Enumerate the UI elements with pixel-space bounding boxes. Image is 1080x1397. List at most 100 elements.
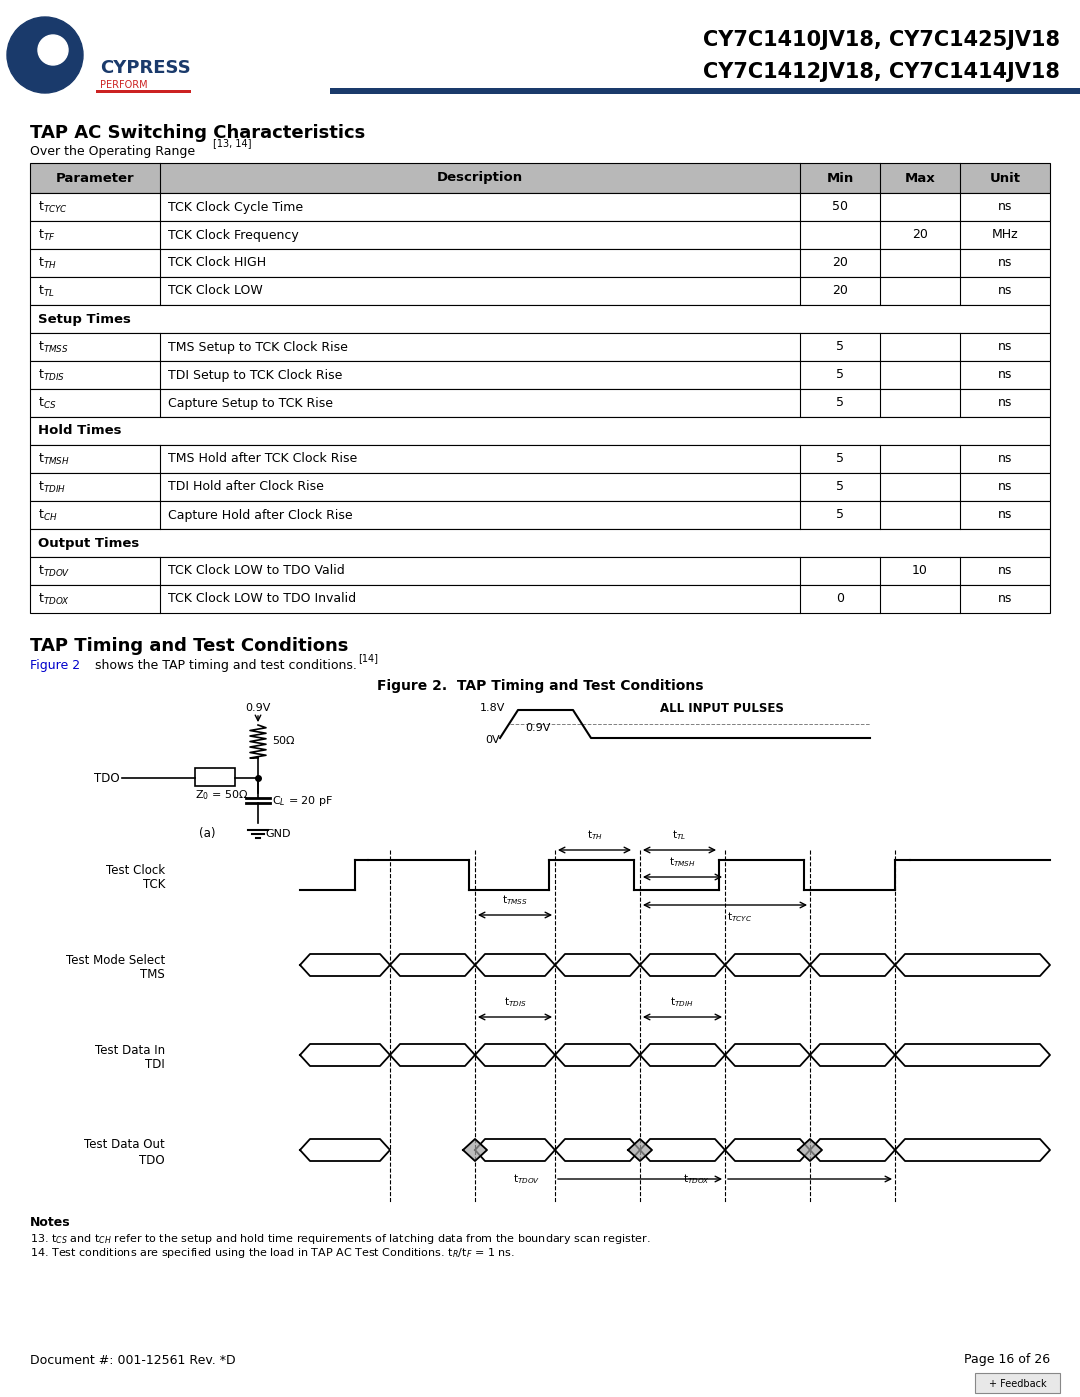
Bar bbox=[30, 193, 1050, 221]
Text: t$_{TDIH}$: t$_{TDIH}$ bbox=[38, 479, 66, 495]
Text: ns: ns bbox=[998, 509, 1012, 521]
Text: t$_{TMSS}$: t$_{TMSS}$ bbox=[502, 893, 528, 907]
Text: Over the Operating Range: Over the Operating Range bbox=[30, 144, 199, 158]
Text: TAP Timing and Test Conditions: TAP Timing and Test Conditions bbox=[30, 637, 349, 655]
Text: CYPRESS: CYPRESS bbox=[100, 59, 191, 77]
Text: t$_{TDOX}$: t$_{TDOX}$ bbox=[38, 591, 70, 606]
Text: t$_{TDOV}$: t$_{TDOV}$ bbox=[38, 563, 70, 578]
Bar bbox=[30, 474, 1050, 502]
Text: t$_{CH}$: t$_{CH}$ bbox=[38, 507, 57, 522]
Text: 1.8V: 1.8V bbox=[480, 703, 505, 712]
Text: t$_{TDOX}$: t$_{TDOX}$ bbox=[683, 1172, 710, 1186]
Text: [14]: [14] bbox=[357, 652, 378, 664]
Text: t$_{TMSH}$: t$_{TMSH}$ bbox=[38, 451, 70, 467]
Bar bbox=[30, 416, 1050, 446]
Text: t$_{TDOV}$: t$_{TDOV}$ bbox=[513, 1172, 540, 1186]
Text: 50: 50 bbox=[832, 201, 848, 214]
Text: 5: 5 bbox=[836, 453, 843, 465]
Text: TDI Setup to TCK Clock Rise: TDI Setup to TCK Clock Rise bbox=[168, 369, 342, 381]
Bar bbox=[30, 221, 1050, 249]
Text: Capture Hold after Clock Rise: Capture Hold after Clock Rise bbox=[168, 509, 353, 521]
Text: Max: Max bbox=[905, 172, 935, 184]
Text: ns: ns bbox=[998, 369, 1012, 381]
Text: shows the TAP timing and test conditions.: shows the TAP timing and test conditions… bbox=[91, 659, 361, 672]
Bar bbox=[30, 529, 1050, 557]
Text: TCK Clock LOW to TDO Invalid: TCK Clock LOW to TDO Invalid bbox=[168, 592, 356, 605]
Text: t$_{TH}$: t$_{TH}$ bbox=[38, 256, 57, 271]
Text: ns: ns bbox=[998, 341, 1012, 353]
Bar bbox=[30, 163, 1050, 193]
Bar bbox=[30, 502, 1050, 529]
Text: t$_{TCYC}$: t$_{TCYC}$ bbox=[728, 909, 753, 923]
Text: t$_{TH}$: t$_{TH}$ bbox=[586, 828, 603, 842]
Bar bbox=[975, 1373, 1059, 1393]
Text: CY7C1412JV18, CY7C1414JV18: CY7C1412JV18, CY7C1414JV18 bbox=[703, 61, 1059, 82]
Text: t$_{TL}$: t$_{TL}$ bbox=[673, 828, 687, 842]
Text: t$_{TMSS}$: t$_{TMSS}$ bbox=[38, 339, 69, 355]
Text: Figure 2: Figure 2 bbox=[30, 659, 80, 672]
Circle shape bbox=[6, 17, 83, 94]
Text: GND: GND bbox=[265, 828, 291, 840]
Text: TCK Clock Frequency: TCK Clock Frequency bbox=[168, 229, 299, 242]
Text: C$_L$ = 20 pF: C$_L$ = 20 pF bbox=[272, 793, 334, 807]
Text: [13, 14]: [13, 14] bbox=[213, 138, 252, 148]
Text: TCK Clock HIGH: TCK Clock HIGH bbox=[168, 257, 266, 270]
Text: t$_{TDIH}$: t$_{TDIH}$ bbox=[671, 995, 693, 1009]
Text: 0.9V: 0.9V bbox=[245, 703, 271, 712]
Bar bbox=[30, 557, 1050, 585]
Text: TAP AC Switching Characteristics: TAP AC Switching Characteristics bbox=[30, 124, 365, 142]
Text: + Feedback: + Feedback bbox=[989, 1379, 1047, 1389]
Text: Page 16 of 26: Page 16 of 26 bbox=[963, 1354, 1050, 1366]
Text: Setup Times: Setup Times bbox=[38, 313, 131, 326]
Polygon shape bbox=[627, 1139, 652, 1161]
Text: TDI: TDI bbox=[145, 1059, 165, 1071]
Text: t$_{TL}$: t$_{TL}$ bbox=[38, 284, 55, 299]
Text: t$_{TDIS}$: t$_{TDIS}$ bbox=[38, 367, 65, 383]
Text: Test Data Out: Test Data Out bbox=[84, 1139, 165, 1151]
Text: ns: ns bbox=[998, 397, 1012, 409]
Text: 5: 5 bbox=[836, 481, 843, 493]
Text: Test Data In: Test Data In bbox=[95, 1044, 165, 1056]
Bar bbox=[30, 360, 1050, 388]
Text: 5: 5 bbox=[836, 397, 843, 409]
Text: t$_{CS}$: t$_{CS}$ bbox=[38, 395, 56, 411]
Text: ns: ns bbox=[998, 285, 1012, 298]
Text: (a): (a) bbox=[199, 827, 215, 841]
Text: ns: ns bbox=[998, 592, 1012, 605]
Text: Test Mode Select: Test Mode Select bbox=[66, 954, 165, 967]
Text: 5: 5 bbox=[836, 369, 843, 381]
Bar bbox=[30, 585, 1050, 613]
Text: TCK Clock LOW to TDO Valid: TCK Clock LOW to TDO Valid bbox=[168, 564, 345, 577]
Text: 50Ω: 50Ω bbox=[272, 736, 295, 746]
Bar bbox=[30, 388, 1050, 416]
Text: ns: ns bbox=[998, 201, 1012, 214]
Bar bbox=[30, 446, 1050, 474]
Text: TMS: TMS bbox=[140, 968, 165, 982]
Text: Document #: 001-12561 Rev. *D: Document #: 001-12561 Rev. *D bbox=[30, 1354, 235, 1366]
Text: t$_{TDIS}$: t$_{TDIS}$ bbox=[503, 995, 526, 1009]
Bar bbox=[96, 89, 191, 94]
Bar bbox=[195, 768, 235, 787]
Text: Figure 2.  TAP Timing and Test Conditions: Figure 2. TAP Timing and Test Conditions bbox=[377, 679, 703, 693]
Text: ns: ns bbox=[998, 257, 1012, 270]
Bar bbox=[30, 249, 1050, 277]
Text: TDI Hold after Clock Rise: TDI Hold after Clock Rise bbox=[168, 481, 324, 493]
Text: CY7C1410JV18, CY7C1425JV18: CY7C1410JV18, CY7C1425JV18 bbox=[703, 29, 1059, 50]
Text: 14. Test conditions are specified using the load in TAP AC Test Conditions. t$_R: 14. Test conditions are specified using … bbox=[30, 1246, 515, 1260]
Text: TMS Hold after TCK Clock Rise: TMS Hold after TCK Clock Rise bbox=[168, 453, 357, 465]
Text: MHz: MHz bbox=[991, 229, 1018, 242]
Text: Description: Description bbox=[437, 172, 523, 184]
Bar bbox=[0, 0, 1080, 110]
Text: ns: ns bbox=[998, 564, 1012, 577]
Text: 20: 20 bbox=[913, 229, 928, 242]
Text: 0: 0 bbox=[836, 592, 843, 605]
Text: t$_{TMSH}$: t$_{TMSH}$ bbox=[669, 855, 696, 869]
Text: Notes: Notes bbox=[30, 1215, 70, 1229]
Text: 0V: 0V bbox=[485, 735, 500, 745]
Text: TCK: TCK bbox=[143, 879, 165, 891]
Bar bbox=[30, 277, 1050, 305]
Text: t$_{TF}$: t$_{TF}$ bbox=[38, 228, 55, 243]
Polygon shape bbox=[463, 1139, 487, 1161]
Circle shape bbox=[38, 35, 68, 66]
Text: 13. t$_{CS}$ and t$_{CH}$ refer to the setup and hold time requirements of latch: 13. t$_{CS}$ and t$_{CH}$ refer to the s… bbox=[30, 1232, 650, 1246]
